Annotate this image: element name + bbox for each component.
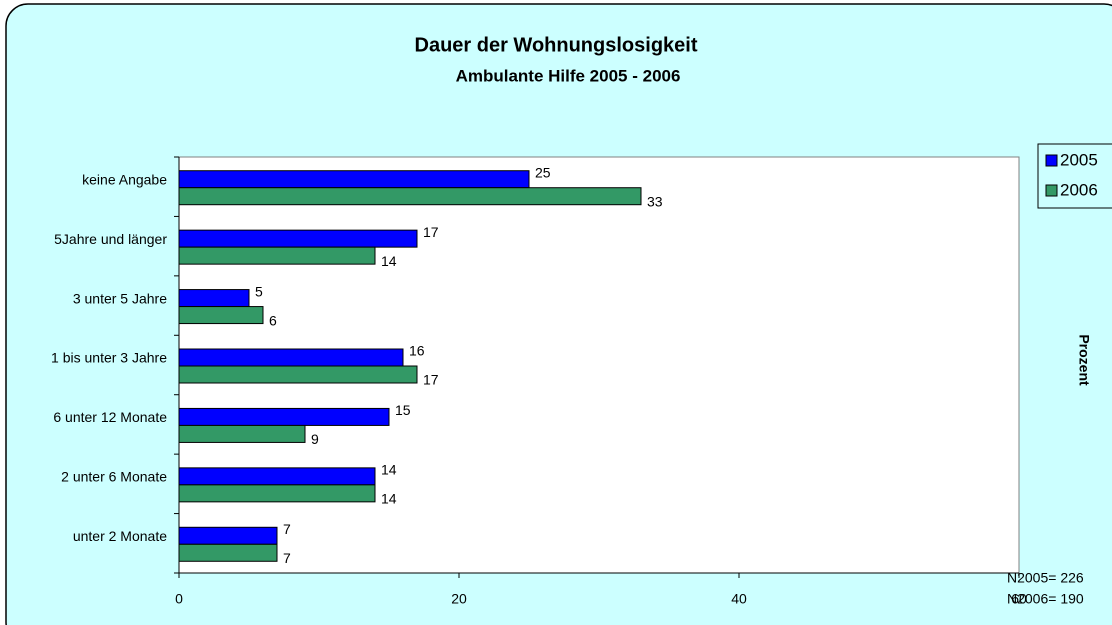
legend-swatch [1045, 184, 1058, 197]
chart-subtitle: Ambulante Hilfe 2005 - 2006 [456, 66, 681, 85]
y-tick-label: unter 2 Monate [73, 528, 167, 544]
y-tick-label: 1 bis unter 3 Jahre [51, 350, 167, 366]
data-label: 33 [647, 193, 663, 209]
data-label: 17 [423, 372, 439, 388]
bar [178, 365, 418, 384]
bar [178, 526, 278, 545]
legend: 2005 2006 [1037, 143, 1112, 209]
legend-label: 2005 [1060, 150, 1098, 169]
legend-swatch [1045, 154, 1058, 167]
y-tick-label: keine Angabe [82, 171, 167, 187]
bar [178, 424, 306, 443]
data-label: 25 [535, 164, 551, 180]
bar [178, 348, 404, 367]
axis-title: Prozent [1076, 334, 1092, 386]
x-tick-label: 0 [175, 591, 183, 607]
data-label: 6 [269, 312, 277, 328]
bar [178, 289, 250, 308]
y-tick-label: 3 unter 5 Jahre [73, 290, 167, 306]
annotation: N2006= 190 [1007, 591, 1084, 607]
y-tick-label: 5Jahre und länger [54, 231, 167, 247]
data-label: 9 [311, 431, 319, 447]
data-label: 14 [381, 253, 397, 269]
data-label: 16 [409, 343, 425, 359]
legend-label: 2006 [1060, 180, 1098, 199]
bar [178, 306, 264, 325]
bar [178, 187, 642, 206]
bar [178, 543, 278, 562]
data-label: 14 [381, 491, 397, 507]
bar [178, 170, 530, 189]
data-label: 17 [423, 224, 439, 240]
y-tick-label: 2 unter 6 Monate [61, 469, 167, 485]
bar [178, 484, 376, 503]
y-tick-label: 6 unter 12 Monate [53, 409, 167, 425]
bar [178, 407, 390, 426]
x-tick-label: 60 [1011, 591, 1027, 607]
x-tick-label: 20 [451, 591, 467, 607]
data-label: 15 [395, 402, 411, 418]
data-label: 7 [283, 521, 291, 537]
x-tick-label: 40 [731, 591, 747, 607]
data-label: 14 [381, 462, 397, 478]
data-label: 5 [255, 283, 263, 299]
bar [178, 246, 376, 265]
annotation: N2005= 226 [1007, 570, 1084, 586]
data-label: 7 [283, 550, 291, 566]
bar [178, 467, 376, 486]
bar [178, 229, 418, 248]
chart-title: Dauer der Wohnungslosigkeit [415, 34, 698, 56]
